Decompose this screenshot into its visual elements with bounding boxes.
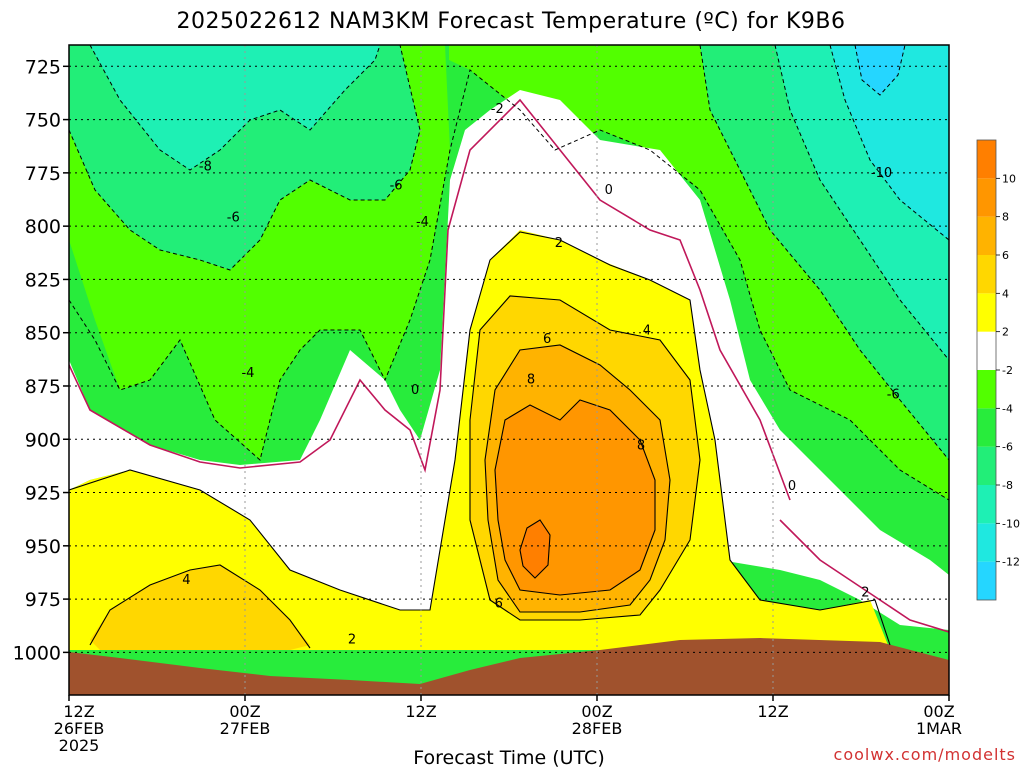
contour-label: -2 [491, 102, 504, 117]
x-tick-label: 12Z [63, 702, 94, 721]
colorbar-swatch [977, 408, 996, 447]
colorbar-label: 6 [1002, 249, 1009, 262]
y-tick-label: 925 [25, 483, 61, 505]
y-tick-label: 900 [25, 429, 61, 451]
contour-minus8-line [829, 45, 949, 241]
contour-lines [69, 45, 949, 649]
contour-label: -6 [390, 179, 403, 194]
colorbar-swatch [977, 255, 996, 294]
colorbar-swatch [977, 140, 996, 179]
contour-minus10-line [854, 45, 906, 96]
contour-label: -4 [241, 366, 254, 381]
x-tick-label: 26FEB [54, 719, 105, 738]
colorbar-label: -4 [1002, 402, 1013, 415]
contour-plus2-line [69, 231, 891, 646]
contour-label: -4 [416, 215, 429, 230]
colorbar: -12 -10 -8 -6 -4 -2 2 4 6 8 10 [976, 139, 1020, 601]
colorbar-swatch [977, 331, 996, 370]
colorbar-swatch [977, 446, 996, 485]
colorbar-label: 10 [1002, 172, 1016, 185]
x-tick-label: 12Z [757, 702, 788, 721]
y-axis: 725 750 775 800 825 850 875 900 925 950 975 1000 [13, 56, 69, 664]
contour-minus2-line [69, 69, 949, 501]
colorbar-label: -8 [1002, 479, 1013, 492]
y-tick-label: 825 [25, 269, 61, 291]
x-tick-label: 12Z [405, 702, 436, 721]
contour-label: -6 [227, 211, 240, 226]
colorbar-label: -10 [1002, 517, 1020, 530]
contour-plus4-line [469, 295, 701, 621]
colorbar-swatch [977, 523, 996, 562]
contour-label: 6 [543, 332, 551, 347]
contour-label: 0 [788, 479, 796, 494]
contour-label: 4 [643, 324, 651, 339]
colorbar-label: 2 [1002, 326, 1009, 339]
contour-plus4-west-line [89, 564, 311, 649]
contour-label: 0 [605, 183, 613, 198]
y-tick-label: 875 [25, 376, 61, 398]
y-tick-label: 725 [25, 56, 61, 78]
colorbar-label: -6 [1002, 441, 1013, 454]
y-tick-label: 775 [25, 163, 61, 185]
x-axis-label: Forecast Time (UTC) [413, 747, 604, 768]
colorbar-swatch [977, 178, 996, 217]
y-tick-label: 1000 [13, 642, 61, 664]
x-tick-label: 28FEB [572, 719, 623, 738]
x-tick-label: 00Z [581, 702, 612, 721]
temperature-fields [69, 45, 949, 695]
contour-minus4-line [69, 45, 949, 461]
contour-zero-line [69, 98, 949, 633]
field-minus10-to-minus8-east [830, 45, 949, 240]
x-tick-label: 27FEB [220, 719, 271, 738]
contour-labels: -2 0 2 -6 -8 -6 -4 -4 0 6 4 8 8 -10 -6 0 2 4 6 2 [182, 102, 900, 648]
x-tick-label: 00Z [923, 702, 954, 721]
gridlines [69, 45, 949, 695]
chart-title: 2025022612 NAM3KM Forecast Temperature (… [177, 9, 846, 34]
contour-label: 2 [348, 633, 356, 648]
contour-label: 6 [495, 596, 503, 611]
colorbar-swatch [977, 561, 996, 600]
field-minus8-to-minus6-west [90, 45, 380, 170]
colorbar-swatch [977, 293, 996, 332]
y-tick-label: 750 [25, 110, 61, 132]
y-tick-label: 975 [25, 589, 61, 611]
colorbar-label: -12 [1002, 556, 1020, 569]
colorbar-swatch [977, 216, 996, 255]
colorbar-label: -2 [1002, 364, 1013, 377]
colorbar-swatch [977, 485, 996, 524]
field-minus12-to-minus10-east [855, 45, 905, 95]
contour-label: 8 [527, 373, 535, 388]
contour-plus10-line [519, 519, 551, 579]
contour-plus8-line [494, 399, 656, 596]
contour-plus6-line [484, 344, 671, 613]
x-tick-label: 2025 [59, 736, 100, 755]
contour-label: 8 [637, 439, 645, 454]
colorbar-label: 4 [1002, 287, 1009, 300]
y-tick-label: 950 [25, 536, 61, 558]
plot-frame [68, 44, 950, 696]
field-plus10-to-plus12 [520, 520, 550, 578]
contour-label: 0 [411, 383, 419, 398]
contour-label: -8 [199, 159, 212, 174]
contour-label: 2 [555, 236, 563, 251]
y-tick-label: 850 [25, 323, 61, 345]
y-tick-label: 800 [25, 216, 61, 238]
colorbar-label: 8 [1002, 211, 1009, 224]
x-tick-label: 00Z [229, 702, 260, 721]
credit-text: coolwx.com/modelts [834, 745, 1016, 764]
contour-label: 4 [182, 573, 190, 588]
contour-label: 2 [861, 586, 869, 601]
x-tick-label: 1MAR [916, 719, 962, 738]
colorbar-swatch [977, 370, 996, 409]
contour-label: -10 [871, 166, 892, 181]
contour-label: -6 [887, 388, 900, 403]
